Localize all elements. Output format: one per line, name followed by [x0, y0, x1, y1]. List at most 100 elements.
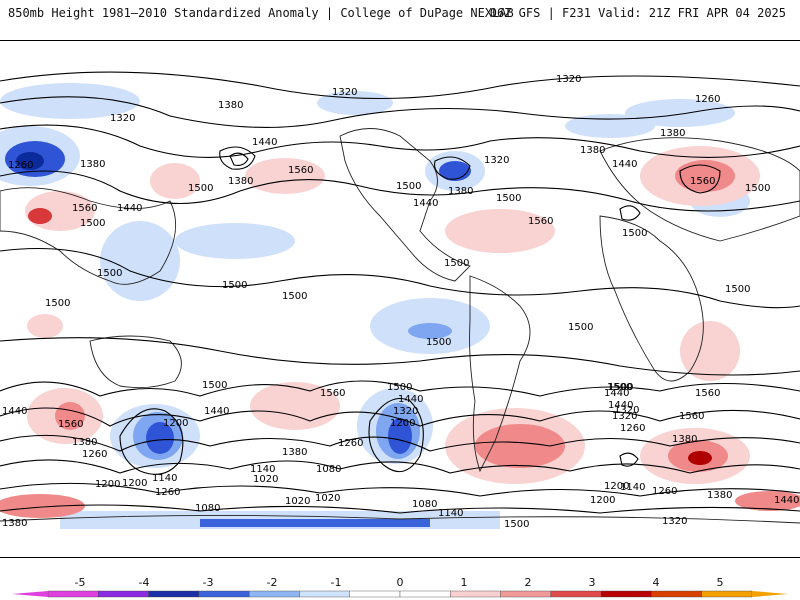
colorbar-segment	[450, 590, 501, 598]
contour-label: 1380	[2, 518, 27, 529]
contour-label: 1020	[253, 474, 278, 485]
contour-label: 1380	[228, 176, 253, 187]
colorbar-tick: 3	[588, 576, 596, 589]
contour-label: 1260	[338, 438, 363, 449]
contour-label: 1440	[117, 203, 142, 214]
colorbar-segment	[500, 590, 552, 598]
colorbar-segment	[349, 590, 401, 598]
height-contours	[0, 71, 800, 514]
contour-label: 1440	[774, 495, 799, 506]
colorbar-tick: -1	[330, 576, 342, 589]
contour-label: 1440	[608, 400, 633, 411]
colorbar-tick: 4	[652, 576, 660, 589]
contour-label: 1320	[332, 87, 357, 98]
contour-label: 1560	[72, 203, 97, 214]
contour-label: 1560	[528, 216, 553, 227]
continent-outlines	[0, 128, 800, 524]
contour-label: 1380	[448, 186, 473, 197]
contour-label: 1500	[622, 228, 647, 239]
contour-label: 1260	[8, 160, 33, 171]
colorbar-tick: 0	[396, 576, 404, 589]
contour-label: 1500	[745, 183, 770, 194]
contour-label: 1320	[662, 516, 687, 527]
contour-label: 1260	[155, 487, 180, 498]
contour-label: 1440	[252, 137, 277, 148]
contour-label: 1500	[396, 181, 421, 192]
contour-label: 1260	[695, 94, 720, 105]
contour-label: 1380	[707, 490, 732, 501]
contour-label: 1320	[612, 411, 637, 422]
contour-label: 1320	[393, 406, 418, 417]
contour-label: 1380	[72, 437, 97, 448]
contour-label: 1500	[504, 519, 529, 530]
contour-label: 1380	[282, 447, 307, 458]
anomaly-colorbar	[12, 590, 788, 598]
contour-label: 1440	[604, 388, 629, 399]
colorbar-tick: -2	[266, 576, 278, 589]
contour-label: 1560	[695, 388, 720, 399]
colorbar-tick: 1	[460, 576, 468, 589]
contour-label: 1500	[444, 258, 469, 269]
contour-label: 1560	[690, 176, 715, 187]
colorbar-tick: 5	[716, 576, 724, 589]
contour-label: 1500	[387, 382, 412, 393]
contour-label: 1260	[620, 423, 645, 434]
contour-label: 1260	[652, 486, 677, 497]
colorbar-segment	[47, 590, 99, 598]
contour-label: 1140	[250, 464, 275, 475]
contour-label: 1140	[620, 482, 645, 493]
colorbar-tick: -5	[74, 576, 86, 589]
colorbar-tick: 2	[524, 576, 532, 589]
contour-label: 1260	[82, 449, 107, 460]
contour-label: 1500	[607, 382, 632, 393]
contour-label: 1500	[725, 284, 750, 295]
contour-label: 1500	[426, 337, 451, 348]
contour-label: 1500	[80, 218, 105, 229]
contour-label: 1320	[556, 74, 581, 85]
contour-label: 1380	[580, 145, 605, 156]
contour-label: 1200	[390, 418, 415, 429]
colorbar-segment	[701, 590, 753, 598]
contour-label: 1200	[122, 478, 147, 489]
map-panel: 1320 1380 1320 1320 1260 1380 1440 1380 …	[0, 40, 800, 558]
contour-label: 1440	[204, 406, 229, 417]
contour-label: 1500	[97, 268, 122, 279]
contour-label: 1560	[679, 411, 704, 422]
colorbar-segment	[248, 590, 300, 598]
colorbar-segment	[550, 590, 602, 598]
contour-label: 1320	[110, 113, 135, 124]
colorbar-left-arrow	[12, 591, 48, 597]
contour-label: 1500	[568, 322, 593, 333]
header: 850mb Height 1981–2010 Standardized Anom…	[0, 0, 800, 26]
contour-labels: 1320 1380 1320 1320 1260 1380 1440 1380 …	[2, 74, 799, 530]
contour-label: 1440	[612, 159, 637, 170]
map-title: 850mb Height 1981–2010 Standardized Anom…	[8, 6, 514, 20]
contour-label: 1200	[590, 495, 615, 506]
contour-label: 1500	[188, 183, 213, 194]
contour-label: 1500	[222, 280, 247, 291]
contour-label: 1080	[195, 503, 220, 514]
contour-label: 1380	[672, 434, 697, 445]
colorbar-segment	[198, 590, 250, 598]
contour-label: 1560	[320, 388, 345, 399]
contour-label: 1500	[45, 298, 70, 309]
contour-label: 1020	[315, 493, 340, 504]
contour-label: 1500	[496, 193, 521, 204]
contour-label: 1380	[218, 100, 243, 111]
contour-label: 1440	[2, 406, 27, 417]
contour-label: 1380	[660, 128, 685, 139]
colorbar-tick: -4	[138, 576, 150, 589]
model-run-info: 06Z GFS | F231 Valid: 21Z FRI APR 04 202…	[489, 6, 786, 20]
colorbar-segment	[148, 590, 200, 598]
contour-label: 1500	[608, 382, 633, 393]
anomaly-map: 1320 1380 1320 1320 1260 1380 1440 1380 …	[0, 41, 800, 557]
contour-label: 1080	[316, 464, 341, 475]
contour-label: 1320	[614, 405, 639, 416]
contour-label: 1500	[202, 380, 227, 391]
contour-label: 1080	[412, 499, 437, 510]
contour-label: 1200	[163, 418, 188, 429]
colorbar-tick: -3	[202, 576, 214, 589]
colorbar-right-arrow	[752, 591, 788, 597]
colorbar-segment	[399, 590, 451, 598]
colorbar-segment	[651, 590, 702, 598]
